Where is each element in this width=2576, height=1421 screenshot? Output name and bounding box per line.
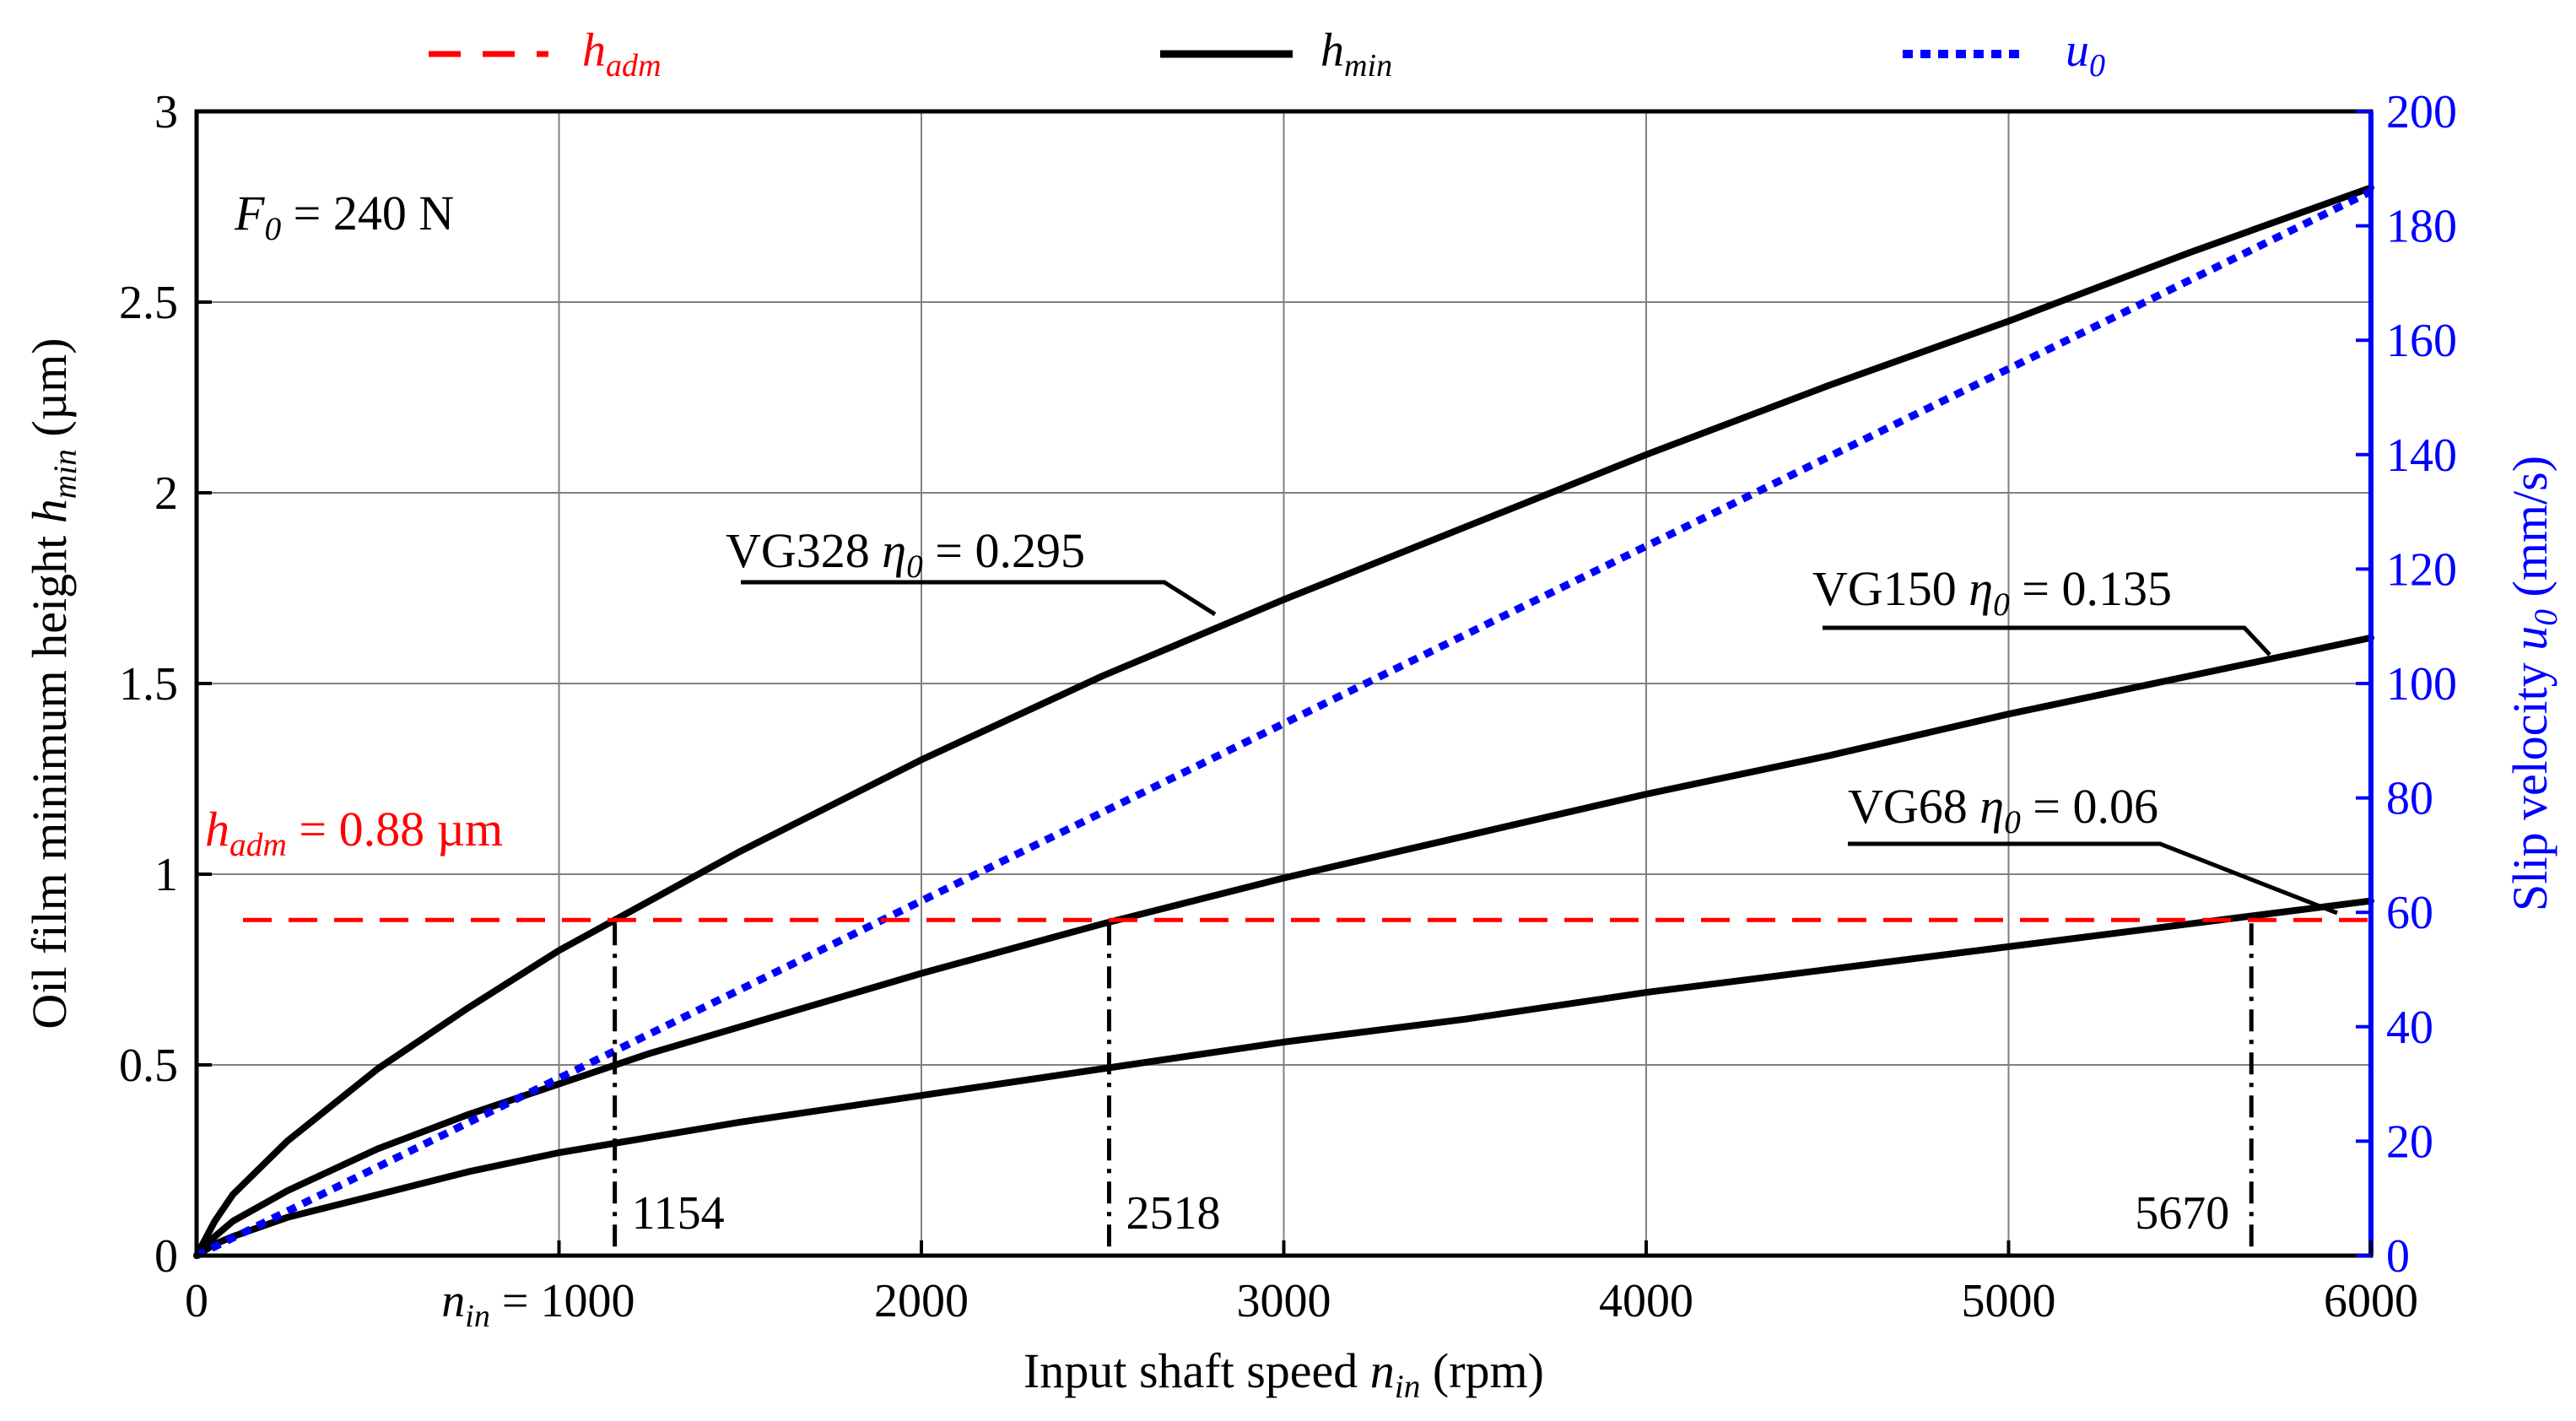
y-right-tick-label: 80 — [2386, 773, 2433, 825]
series-leader-vg150 — [1823, 625, 2271, 656]
series-label-vg68-text: = 0.06 — [2021, 779, 2158, 834]
x-tick-label: 2000 — [874, 1275, 969, 1327]
y-right-tick-label: 200 — [2386, 86, 2457, 138]
y-left-tick-label: 0.5 — [119, 1040, 178, 1092]
h-adm-label: hadm = 0.88 µm — [205, 802, 503, 863]
series-line-vg68 — [193, 897, 2374, 1259]
y-right-tick-label: 140 — [2386, 430, 2457, 482]
legend-entry-label-sub: min — [1344, 48, 1392, 84]
series-label-vg328: VG328 η0 = 0.295 — [726, 523, 1085, 585]
intersection-markers: 1154 2518 5670 — [613, 923, 2254, 1256]
h-adm-label-var: h — [205, 802, 230, 856]
intersection-label: 1154 — [632, 1187, 725, 1240]
y-right-axis-label-text: Slip velocity — [2503, 651, 2557, 911]
legend-entry-label-var: h — [582, 24, 606, 77]
y-left-axis-label-text: Oil film minimum height — [22, 523, 77, 1029]
y-left-axis-label-sub: min — [46, 449, 84, 499]
series-line-u0 — [195, 187, 2373, 1260]
y-right-tick-label: 0 — [2386, 1230, 2410, 1283]
series-leader-vg328 — [741, 580, 1217, 617]
x-tick-label-sub: in — [465, 1299, 490, 1334]
y-right-tick-label: 20 — [2386, 1116, 2433, 1168]
h-adm-label-text: = 0.88 µm — [287, 802, 503, 856]
series-label-vg150-var: η — [1968, 561, 1993, 616]
series-layer — [193, 184, 2374, 1260]
series-label-vg328-text: = 0.295 — [923, 523, 1085, 578]
y-right-tick-label: 60 — [2386, 887, 2433, 939]
series-label-vg328-var: η — [882, 523, 906, 578]
y-left-tick-label: 2.5 — [119, 277, 178, 329]
series-label-vg150-text: = 0.135 — [2010, 561, 2172, 616]
y-right-tick-label: 100 — [2386, 658, 2457, 710]
load-annotation-var: F — [234, 186, 265, 240]
y-left-tick-label: 1 — [154, 849, 178, 901]
intersection-label: 5670 — [2135, 1187, 2229, 1240]
y-right-tick-label: 120 — [2386, 543, 2457, 596]
series-label-vg150-text: VG150 — [1812, 561, 1968, 616]
x-tick-label: 5000 — [1962, 1275, 2056, 1327]
series-label-vg68-var: η — [1979, 779, 2004, 834]
y-right-axis-label-text: (mm/s) — [2503, 456, 2557, 609]
legend-entry-label: hmin — [1320, 24, 1392, 84]
x-tick-label: 4000 — [1599, 1275, 1693, 1327]
series-line-vg328 — [193, 184, 2374, 1259]
legend-entry-label-sub: 0 — [2089, 48, 2105, 84]
series-label-vg150: VG150 η0 = 0.135 — [1812, 561, 2172, 623]
h-adm-label-sub: adm — [230, 826, 287, 863]
load-annotation: F0 = 240 N — [234, 186, 454, 247]
x-tick-label: 6000 — [2324, 1275, 2418, 1327]
y-left-tick-label: 0 — [154, 1230, 178, 1283]
grid — [197, 111, 2371, 1256]
series-label-vg328-text: VG328 — [726, 523, 882, 578]
legend: hadm hmin u0 — [429, 24, 2105, 84]
x-axis-label-text: (rpm) — [1420, 1343, 1544, 1398]
y-right-axis-label: Slip velocity u0 (mm/s) — [2503, 456, 2564, 911]
x-axis-label-text: Input shaft speed — [1023, 1343, 1370, 1398]
x-tick-label: 0 — [185, 1275, 208, 1327]
label-layer: Input shaft speed nin (rpm)Oil film mini… — [22, 186, 2564, 1405]
legend-entry-label-sub: adm — [606, 48, 662, 84]
legend-entry-label-var: u — [2066, 24, 2089, 77]
load-annotation-sub: 0 — [264, 210, 281, 247]
y-left-tick-label: 2 — [154, 467, 178, 520]
intersection-label: 2518 — [1126, 1187, 1220, 1240]
load-annotation-text: = 240 N — [281, 186, 454, 240]
y-left-tick-label: 3 — [154, 86, 178, 138]
x-axis-label-sub: in — [1395, 1368, 1421, 1405]
series-label-vg68-text: VG68 — [1848, 779, 1979, 834]
y-right-tick-label: 160 — [2386, 315, 2457, 367]
series-label-vg150-sub: 0 — [1993, 586, 2010, 623]
legend-entry-label: u0 — [2066, 24, 2105, 84]
series-leader-vg68 — [1848, 841, 2338, 916]
x-tick-label-text: = 1000 — [490, 1275, 635, 1327]
series-label-vg68: VG68 η0 = 0.06 — [1848, 779, 2158, 840]
x-axis-label: Input shaft speed nin (rpm) — [1023, 1343, 1544, 1405]
legend-entry-label: hadm — [582, 24, 662, 84]
y-left-axis-label: Oil film minimum height hmin (µm) — [22, 338, 84, 1029]
series-label-vg68-sub: 0 — [2004, 803, 2021, 840]
series-label-vg328-sub: 0 — [906, 548, 923, 585]
tick-layer: 0 nin = 1000 2000 3000 4000 5000 600000.511.52… — [119, 86, 2457, 1334]
legend-entry-label-var: h — [1320, 24, 1344, 77]
x-tick-label: 3000 — [1237, 1275, 1331, 1327]
x-tick-label: nin = 1000 — [441, 1275, 635, 1334]
series-line-vg150 — [193, 634, 2374, 1259]
y-right-axis-label-sub: 0 — [2527, 609, 2564, 626]
x-tick-label-var: n — [441, 1275, 465, 1327]
y-left-tick-label: 1.5 — [119, 658, 178, 710]
y-right-tick-label: 40 — [2386, 1002, 2433, 1054]
y-left-axis-label-text: (µm) — [22, 338, 77, 449]
y-right-tick-label: 180 — [2386, 201, 2457, 253]
y-left-axis-label-var: h — [22, 499, 77, 523]
x-axis-label-var: n — [1370, 1343, 1395, 1398]
y-right-axis-label-var: u — [2503, 626, 2557, 651]
